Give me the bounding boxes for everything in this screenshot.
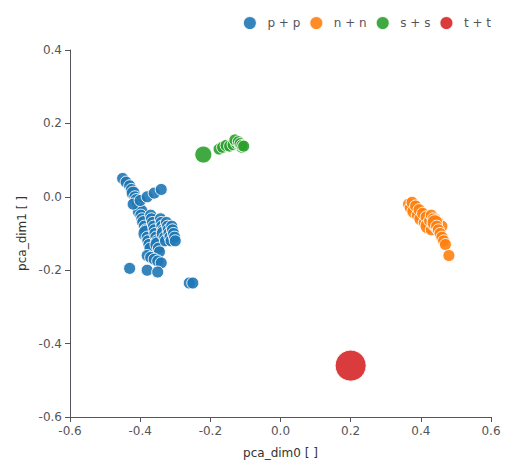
svg-text:0.2: 0.2: [43, 116, 62, 130]
svg-text:0.0: 0.0: [271, 424, 290, 438]
svg-text:t + t: t + t: [464, 16, 491, 30]
svg-text:-0.4: -0.4: [39, 337, 62, 351]
svg-text:n + n: n + n: [334, 16, 367, 30]
svg-text:-0.2: -0.2: [39, 263, 62, 277]
svg-text:0.4: 0.4: [43, 43, 62, 57]
svg-text:-0.6: -0.6: [39, 410, 62, 424]
svg-text:pca_dim0 [ ]: pca_dim0 [ ]: [243, 446, 318, 460]
svg-text:0.2: 0.2: [341, 424, 360, 438]
svg-text:-0.4: -0.4: [128, 424, 151, 438]
svg-text:0.4: 0.4: [411, 424, 430, 438]
svg-text:s + s: s + s: [400, 16, 430, 30]
svg-text:p + p: p + p: [267, 16, 300, 30]
svg-text:pca_dim1 [ ]: pca_dim1 [ ]: [15, 196, 29, 271]
svg-text:-0.6: -0.6: [58, 424, 81, 438]
svg-text:0.6: 0.6: [481, 424, 500, 438]
svg-text:0.0: 0.0: [43, 190, 62, 204]
svg-text:-0.2: -0.2: [199, 424, 222, 438]
